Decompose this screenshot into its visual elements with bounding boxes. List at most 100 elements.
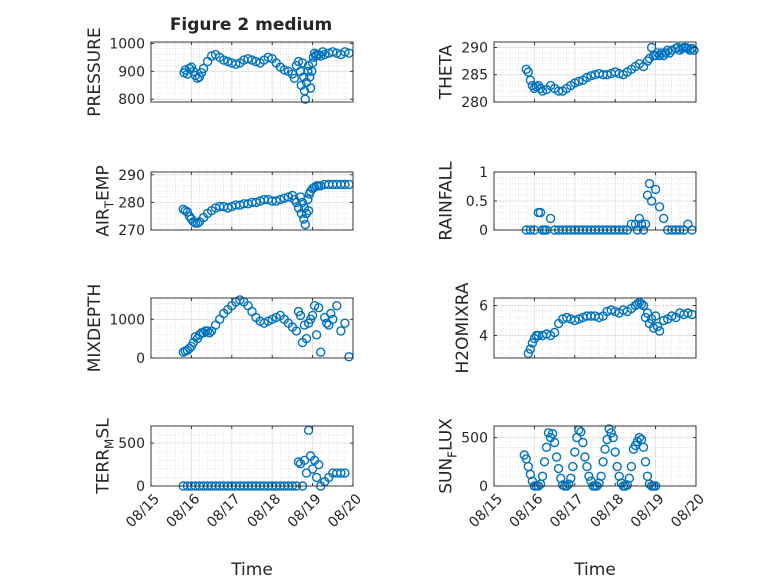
data-point — [523, 348, 533, 359]
data-point — [634, 432, 645, 443]
data-point — [340, 179, 350, 190]
data-point — [340, 47, 350, 57]
data-point — [316, 347, 326, 357]
x-tick-label: 08/20 — [325, 491, 365, 531]
data-point — [198, 63, 209, 74]
data-point — [218, 55, 229, 65]
axes-box — [150, 297, 354, 359]
data-point — [293, 457, 304, 467]
subplot-7: 0 500 08/15 08/16 08/17 08/18 08/19 08/20 Time TE… — [93, 418, 365, 580]
data-point — [289, 73, 300, 84]
figure-title: Figure 2 medium — [170, 15, 332, 35]
data-point — [336, 468, 346, 478]
data-point — [626, 461, 637, 472]
data-point — [311, 472, 322, 483]
data-point — [305, 83, 316, 93]
x-tick-label: 08/18 — [587, 491, 627, 531]
data-point — [311, 330, 322, 340]
y-tick-label: 1000 — [109, 36, 145, 52]
y-axis-label-subscript: T — [102, 200, 116, 209]
data-point — [291, 326, 302, 336]
x-axis-label: Time — [230, 560, 273, 580]
data-point — [547, 429, 558, 439]
y-axis-label-main: AIR — [93, 208, 113, 237]
subplot-4: 0 0.5 1 RAINFALL — [436, 161, 697, 241]
data-series — [521, 42, 699, 96]
subplot-2: 280 285 290 THETA — [436, 40, 699, 111]
x-tick-label: 08/19 — [285, 491, 325, 531]
data-point — [624, 473, 634, 483]
x-tick-label: 08/15 — [466, 491, 506, 531]
data-point — [638, 442, 649, 452]
data-series — [179, 47, 354, 104]
data-point — [279, 193, 289, 203]
y-tick-label: 800 — [118, 92, 145, 108]
data-point — [574, 314, 584, 324]
data-point — [527, 338, 538, 348]
y-axis-label: RAINFALL — [436, 161, 456, 241]
data-point — [683, 43, 693, 54]
data-point — [665, 48, 675, 58]
data-point — [667, 311, 677, 321]
data-point — [659, 213, 669, 224]
data-point — [541, 442, 552, 452]
data-point — [584, 471, 594, 481]
data-point — [556, 473, 566, 483]
y-tick-label: 0.5 — [466, 194, 488, 210]
data-point — [188, 216, 199, 227]
data-point — [642, 56, 653, 66]
y-tick-label: 280 — [461, 95, 488, 111]
data-point — [340, 318, 350, 328]
data-point — [596, 471, 606, 481]
y-tick-label: 0 — [479, 479, 488, 495]
axes-box — [150, 425, 354, 487]
data-point — [326, 308, 336, 319]
y-tick-label: 0 — [136, 351, 145, 367]
y-axis-label: AIRTEMP — [93, 165, 116, 236]
y-tick-label: 280 — [118, 195, 145, 211]
data-point — [295, 310, 306, 321]
y-tick-label: 0 — [479, 223, 488, 239]
data-point — [336, 326, 346, 336]
data-point — [646, 196, 657, 206]
data-point — [551, 452, 562, 462]
data-point — [204, 328, 215, 338]
data-point — [525, 75, 536, 85]
data-point — [328, 314, 338, 324]
data-point — [527, 80, 538, 91]
data-point — [683, 308, 693, 318]
data-point — [521, 64, 531, 75]
y-axis-label-rest: EMP — [93, 165, 113, 201]
data-point — [685, 45, 695, 55]
y-tick-label: 285 — [461, 68, 488, 84]
data-point — [223, 56, 233, 67]
data-point — [545, 213, 556, 224]
data-point — [539, 457, 550, 467]
y-axis-label-main: TERR — [93, 449, 113, 495]
data-series — [519, 424, 661, 491]
y-axis-label-main: SUN — [436, 458, 456, 494]
data-point — [307, 310, 318, 321]
y-axis-label: TERRMSL — [93, 418, 116, 495]
x-tick-label: 08/18 — [244, 491, 284, 531]
data-point — [608, 432, 618, 443]
data-point — [626, 219, 637, 229]
data-point — [600, 444, 610, 454]
data-point — [305, 72, 315, 82]
y-tick-label: 1 — [479, 165, 488, 181]
data-point — [293, 56, 304, 67]
y-tick-label: 0 — [136, 479, 145, 495]
data-point — [654, 50, 665, 61]
x-tick-label: 08/17 — [204, 491, 244, 531]
data-point — [247, 55, 257, 65]
data-point — [314, 303, 324, 313]
data-point — [303, 205, 314, 216]
axes-box — [493, 425, 697, 487]
data-point — [243, 54, 253, 64]
data-point — [644, 178, 655, 189]
y-axis-label: PRESSURE — [85, 27, 105, 116]
data-point — [301, 208, 312, 219]
data-point — [689, 45, 699, 55]
